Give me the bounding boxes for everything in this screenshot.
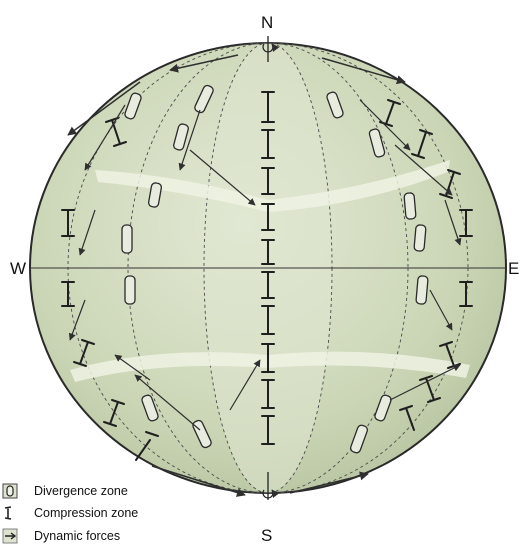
arrow-symbol-icon bbox=[2, 528, 18, 544]
divergence-symbols bbox=[121, 84, 429, 454]
compass-south: S bbox=[261, 526, 272, 545]
compression-symbol-icon bbox=[4, 506, 12, 520]
compass-north: N bbox=[261, 13, 273, 32]
internal-force-arrows bbox=[68, 99, 462, 431]
dynamic-force-arrows bbox=[67, 54, 406, 497]
rotation-marks bbox=[262, 36, 280, 500]
compression-symbols bbox=[61, 91, 473, 461]
compass-east: E bbox=[508, 259, 519, 278]
legend-label-compression: Compression zone bbox=[34, 506, 139, 520]
compass-west: W bbox=[10, 259, 26, 278]
legend-label-divergence: Divergence zone bbox=[34, 484, 128, 498]
legend-item-divergence: Divergence zone bbox=[0, 481, 128, 501]
divergence-symbol-icon bbox=[2, 483, 18, 499]
shear-zone-bands bbox=[70, 160, 470, 382]
legend-item-compression: Compression zone bbox=[0, 503, 138, 523]
legend-item-dynamic-forces: Dynamic forces bbox=[0, 526, 120, 546]
legend-label-dynamic-forces: Dynamic forces bbox=[34, 529, 121, 543]
